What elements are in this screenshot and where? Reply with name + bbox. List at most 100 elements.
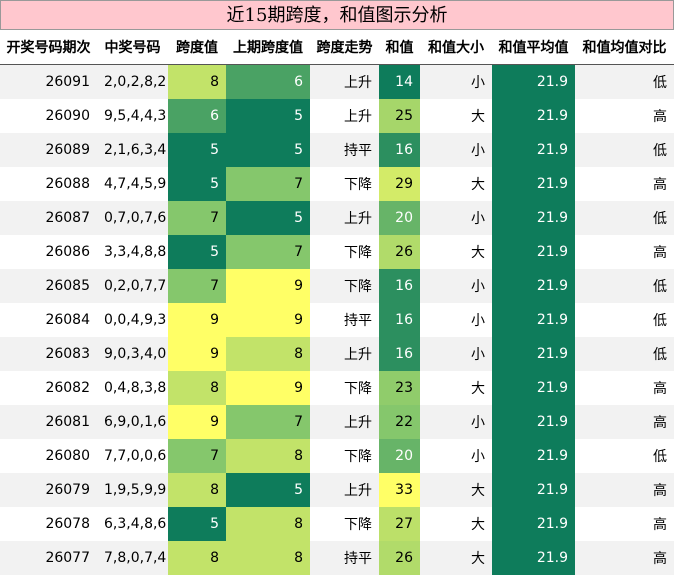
cell: 4,7,4,5,9 xyxy=(104,175,167,192)
header-row: 开奖号码期次 中奖号码 跨度值 上期跨度值 跨度走势 和值 和值大小 和值平均值 和值均值对比 xyxy=(0,30,674,65)
cell: 8 xyxy=(226,506,310,541)
cell: 26088 xyxy=(45,175,90,192)
table-row: 26077 7,8,0,7,4 8 8 持平 26 大 21.9 高 xyxy=(0,540,674,575)
column-header: 跨度走势 xyxy=(310,30,379,65)
cell: 20 xyxy=(379,200,420,235)
cell: 下降 xyxy=(344,448,372,465)
cell: 2,0,2,8,2 xyxy=(97,64,168,99)
column-header: 开奖号码期次 xyxy=(0,30,97,65)
cell: 9 xyxy=(168,302,226,337)
cell: 5 xyxy=(226,132,310,167)
cell: 小 xyxy=(420,404,492,439)
column-header: 中奖号码 xyxy=(97,30,168,65)
cell: 5 xyxy=(168,506,226,541)
column-header: 和值大小 xyxy=(420,30,492,65)
cell: 25 xyxy=(379,98,420,133)
cell: 大 xyxy=(471,108,485,125)
cell: 21.9 xyxy=(492,268,575,303)
table-row: 26091 2,0,2,8,2 8 6 上升 14 小 21.9 低 xyxy=(0,64,674,99)
cell: 21.9 xyxy=(492,336,575,371)
cell: 高 xyxy=(575,404,674,439)
cell: 6 xyxy=(226,64,310,99)
cell: 高 xyxy=(653,108,667,125)
cell: 低 xyxy=(653,312,667,329)
cell: 8 xyxy=(168,472,226,507)
column-header: 和值平均值 xyxy=(492,30,575,65)
cell: 21.9 xyxy=(492,540,575,575)
column-header: 跨度值 xyxy=(168,30,226,65)
cell: 低 xyxy=(575,268,674,303)
cell: 上升 xyxy=(310,336,379,371)
cell: 3,3,4,8,8 xyxy=(104,243,167,260)
cell: 21.9 xyxy=(492,132,575,167)
cell: 9 xyxy=(168,336,226,371)
cell: 低 xyxy=(575,200,674,235)
cell: 低 xyxy=(575,64,674,99)
cell: 26090 xyxy=(45,107,90,124)
cell: 26083 xyxy=(0,336,97,371)
cell: 21.9 xyxy=(492,200,575,235)
cell: 大 xyxy=(471,176,485,193)
cell: 6,9,0,1,6 xyxy=(97,404,168,439)
table-row: 26084 0,0,4,9,3 9 9 持平 16 小 21.9 低 xyxy=(0,302,674,337)
cell: 5 xyxy=(168,132,226,167)
cell: 下降 xyxy=(344,516,372,533)
cell: 小 xyxy=(420,200,492,235)
cell: 7 xyxy=(168,438,226,473)
cell: 26 xyxy=(379,234,420,269)
table-row: 26085 0,2,0,7,7 7 9 下降 16 小 21.9 低 xyxy=(0,268,674,303)
cell: 8 xyxy=(226,336,310,371)
cell: 高 xyxy=(653,176,667,193)
cell: 0,4,8,3,8 xyxy=(104,379,167,396)
cell: 8 xyxy=(226,438,310,473)
table-row: 26087 0,7,0,7,6 7 5 上升 20 小 21.9 低 xyxy=(0,200,674,235)
table-row: 26080 7,7,0,0,6 7 8 下降 20 小 21.9 低 xyxy=(0,438,674,473)
cell: 大 xyxy=(420,540,492,575)
table-row: 26083 9,0,3,4,0 9 8 上升 16 小 21.9 低 xyxy=(0,336,674,371)
cell: 27 xyxy=(379,506,420,541)
table-row: 26079 1,9,5,9,9 8 5 上升 33 大 21.9 高 xyxy=(0,472,674,507)
cell: 高 xyxy=(653,380,667,397)
cell: 21.9 xyxy=(492,98,575,133)
cell: 2,1,6,3,4 xyxy=(97,132,168,167)
cell: 低 xyxy=(575,336,674,371)
cell: 16 xyxy=(379,268,420,303)
cell: 5 xyxy=(168,166,226,201)
cell: 上升 xyxy=(310,472,379,507)
cell: 9,5,4,4,3 xyxy=(104,107,167,124)
cell: 小 xyxy=(471,448,485,465)
cell: 33 xyxy=(379,472,420,507)
cell: 21.9 xyxy=(492,506,575,541)
cell: 上升 xyxy=(310,200,379,235)
cell: 7 xyxy=(226,166,310,201)
cell: 8 xyxy=(168,370,226,405)
cell: 7,8,0,7,4 xyxy=(97,540,168,575)
cell: 21.9 xyxy=(492,404,575,439)
cell: 5 xyxy=(226,200,310,235)
cell: 6,3,4,8,6 xyxy=(104,515,167,532)
cell: 7 xyxy=(226,234,310,269)
cell: 21.9 xyxy=(492,438,575,473)
cell: 下降 xyxy=(344,380,372,397)
cell: 7 xyxy=(226,404,310,439)
cell: 高 xyxy=(575,540,674,575)
table-row: 26089 2,1,6,3,4 5 5 持平 16 小 21.9 低 xyxy=(0,132,674,167)
table-row: 26086 3,3,4,8,8 5 7 下降 26 大 21.9 高 xyxy=(0,234,674,269)
cell: 26089 xyxy=(0,132,97,167)
table-row: 26088 4,7,4,5,9 5 7 下降 29 大 21.9 高 xyxy=(0,166,674,201)
cell: 9 xyxy=(168,404,226,439)
table-row: 26082 0,4,8,3,8 8 9 下降 23 大 21.9 高 xyxy=(0,370,674,405)
cell: 26091 xyxy=(0,64,97,99)
cell: 6 xyxy=(168,98,226,133)
title: 近15期跨度，和值图示分析 xyxy=(0,0,674,30)
cell: 26078 xyxy=(45,515,90,532)
cell: 26080 xyxy=(45,447,90,464)
cell: 大 xyxy=(471,516,485,533)
cell: 高 xyxy=(575,472,674,507)
cell: 小 xyxy=(420,268,492,303)
cell: 1,9,5,9,9 xyxy=(97,472,168,507)
cell: 26087 xyxy=(0,200,97,235)
table-row: 26081 6,9,0,1,6 9 7 上升 22 小 21.9 高 xyxy=(0,404,674,439)
cell: 26077 xyxy=(0,540,97,575)
